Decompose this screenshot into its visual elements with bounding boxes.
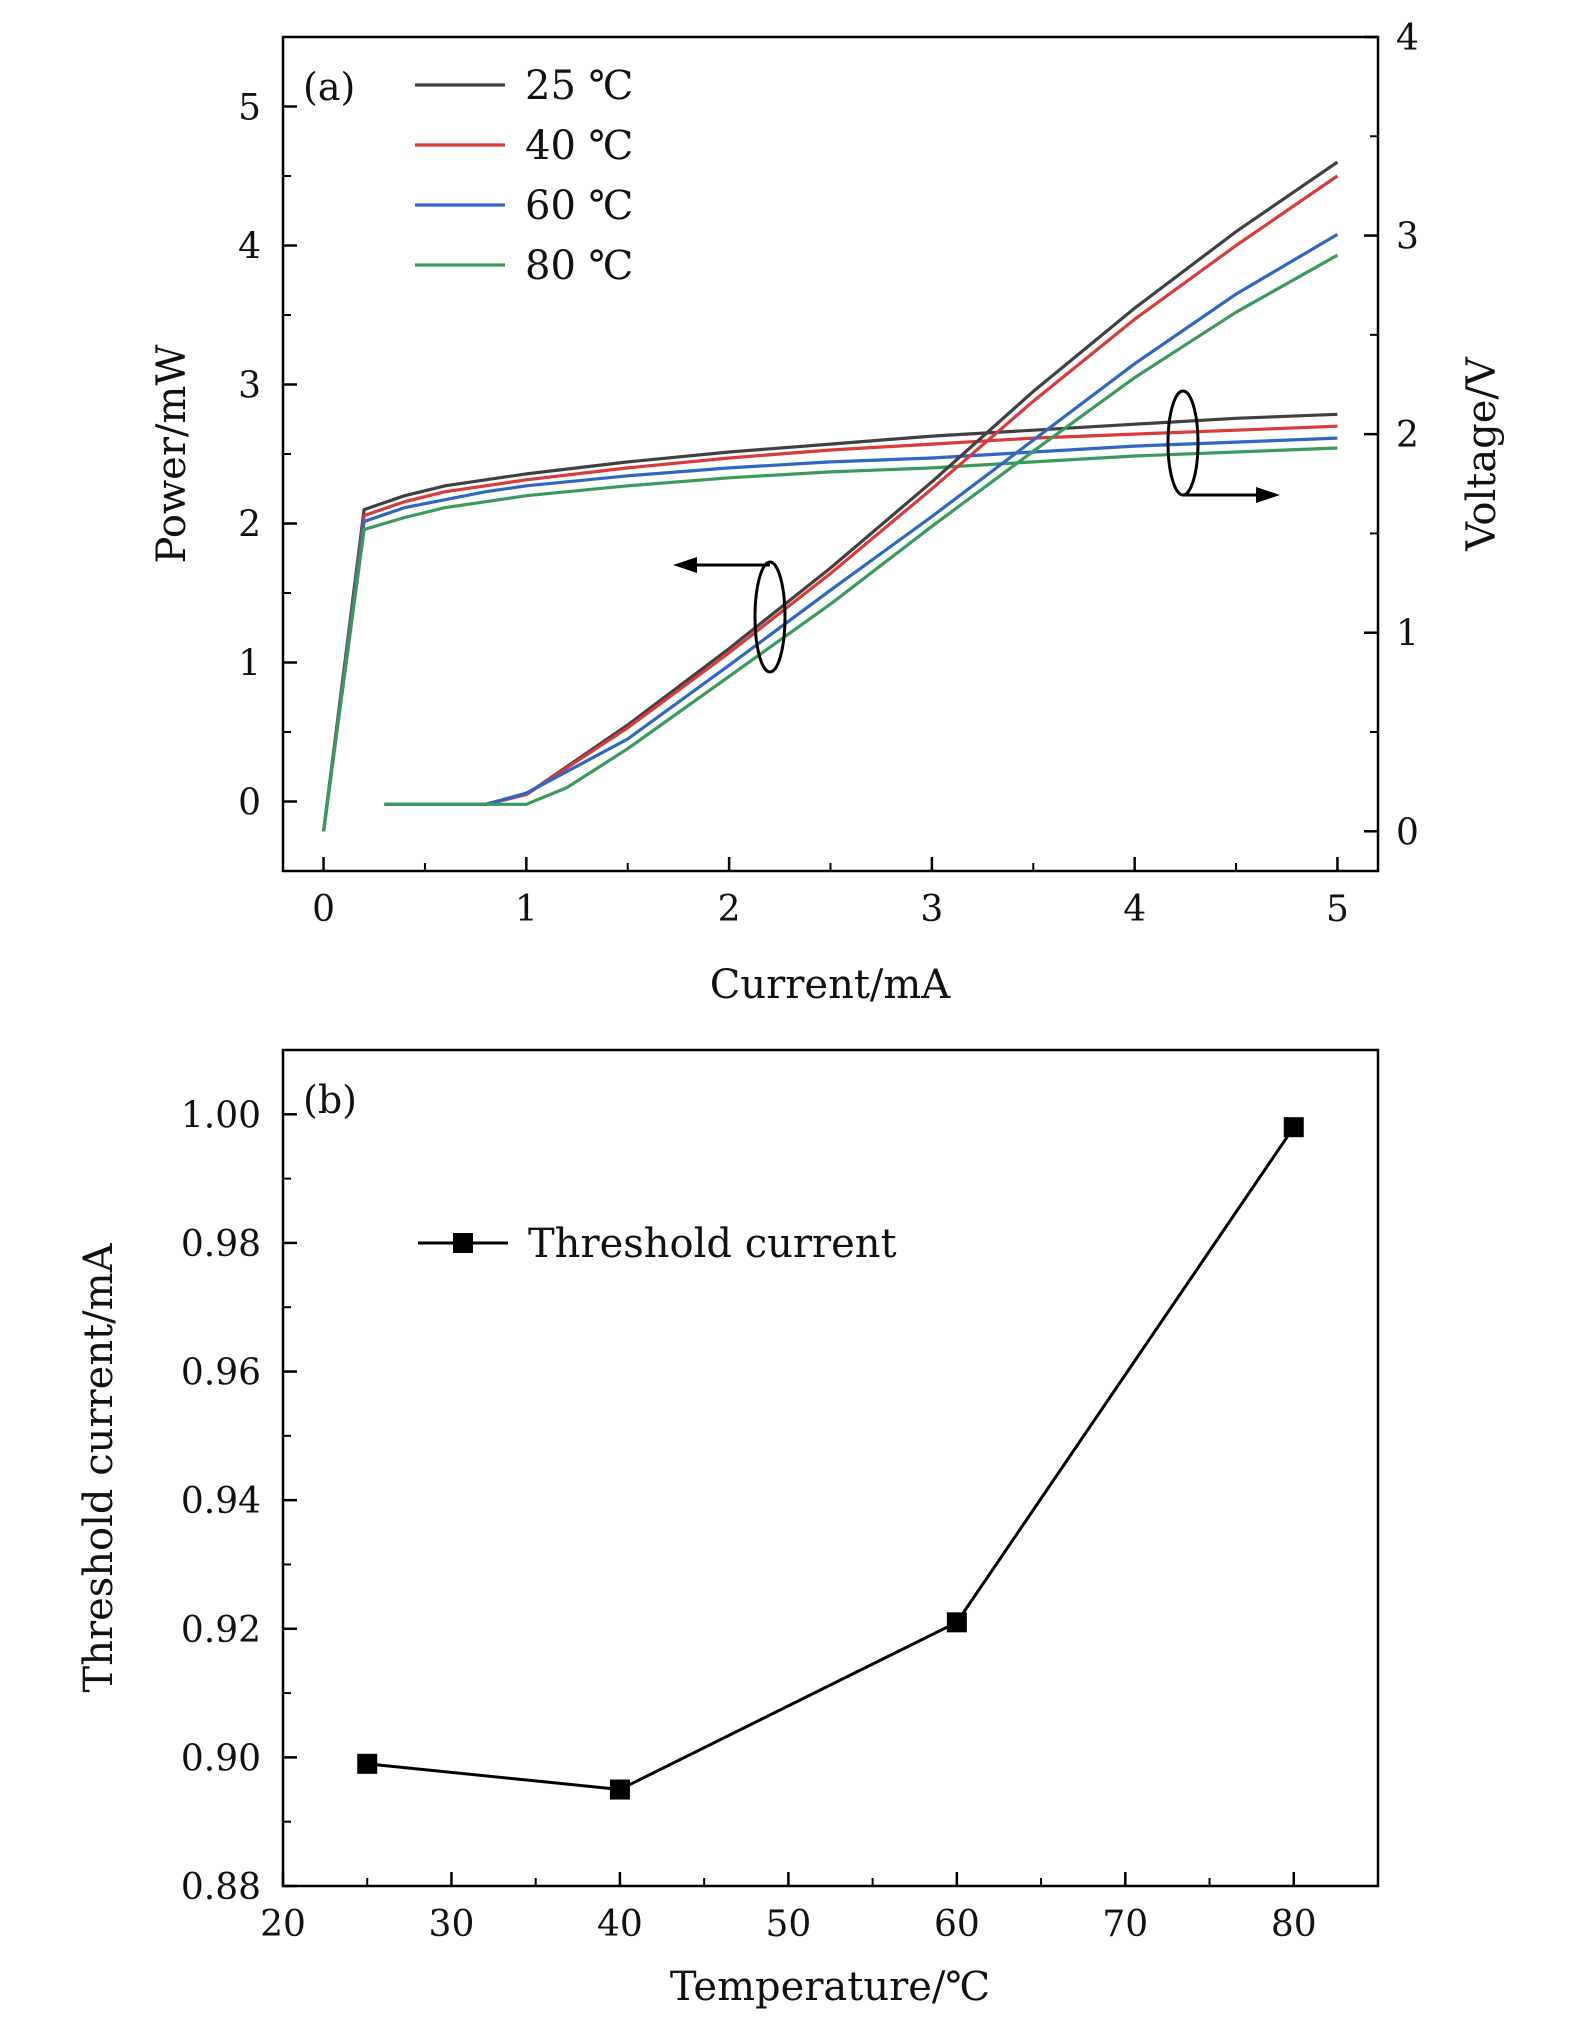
threshold-point bbox=[1283, 1117, 1304, 1138]
y-right-tick-label-a: 4 bbox=[1396, 18, 1419, 59]
voltage-axis-arrowhead bbox=[1256, 487, 1280, 503]
x-tick-label-b: 70 bbox=[1102, 1904, 1148, 1945]
y-tick-label-a: 4 bbox=[238, 227, 261, 268]
panel-a: (a) Current/mA Power/mW Voltage/V 0 1 2 3 4 5… bbox=[149, 18, 1505, 1008]
power-line bbox=[384, 233, 1339, 806]
legend-a: 25 ℃ 40 ℃ 60 ℃ 80 ℃ bbox=[415, 63, 633, 289]
x-tick-label-b: 40 bbox=[597, 1904, 643, 1945]
threshold-line bbox=[367, 1126, 1296, 1792]
power-line bbox=[384, 253, 1339, 806]
legend-b: Threshold current bbox=[418, 1221, 897, 1267]
y-axis-label-b: Threshold current/mA bbox=[76, 1242, 122, 1692]
plot-frame-b bbox=[281, 1048, 1380, 1888]
legend-marker-b bbox=[453, 1233, 473, 1253]
x-tick-label-a: 3 bbox=[920, 889, 943, 930]
x-tick-label-b: 50 bbox=[765, 1904, 811, 1945]
tick-group-b: 20 30 40 50 60 70 80 0.88 0.90 0.92 0.94 0.96 0.98 1.… bbox=[181, 1095, 1317, 1945]
x-tick-label-b: 20 bbox=[260, 1904, 306, 1945]
y-tick-label-a: 1 bbox=[238, 644, 261, 685]
x-axis-label-b: Temperature/℃ bbox=[670, 1964, 990, 2010]
panel-label-a: (a) bbox=[303, 65, 355, 109]
y-tick-label-b: 0.94 bbox=[181, 1481, 261, 1522]
voltage-line bbox=[322, 412, 1338, 832]
y-right-tick-label-a: 0 bbox=[1396, 812, 1419, 853]
threshold-point bbox=[946, 1612, 967, 1633]
y-tick-label-b: 1.00 bbox=[181, 1095, 261, 1136]
legend-label-a: 80 ℃ bbox=[525, 243, 633, 289]
y-tick-label-a: 2 bbox=[238, 505, 261, 546]
panel-label-b: (b) bbox=[303, 1078, 357, 1122]
y-right-tick-label-a: 3 bbox=[1396, 217, 1419, 258]
voltage-line bbox=[322, 424, 1338, 832]
tick-group-a: 0 1 2 3 4 5 0 1 2 3 4 5 0 1 2 3 4 bbox=[238, 18, 1419, 930]
y-tick-label-b: 0.88 bbox=[181, 1867, 261, 1908]
y-tick-label-a: 5 bbox=[238, 88, 261, 129]
threshold-point bbox=[357, 1753, 378, 1774]
x-axis-label-a: Current/mA bbox=[710, 962, 952, 1008]
power-axis-arrowhead bbox=[673, 557, 697, 573]
y-tick-label-b: 0.92 bbox=[181, 1610, 261, 1651]
voltage-line bbox=[322, 436, 1338, 832]
legend-label-a: 40 ℃ bbox=[525, 123, 633, 169]
x-tick-label-a: 0 bbox=[312, 889, 335, 930]
y-right-tick-label-a: 1 bbox=[1396, 614, 1419, 655]
threshold-point bbox=[609, 1779, 630, 1800]
y-right-tick-label-a: 2 bbox=[1396, 415, 1419, 456]
legend-label-b: Threshold current bbox=[528, 1221, 897, 1267]
y-tick-label-b: 0.96 bbox=[181, 1353, 261, 1394]
y-tick-label-a: 0 bbox=[238, 783, 261, 824]
power-curve-ellipse bbox=[753, 560, 787, 674]
panel-b: (b) Temperature/℃ Threshold current/mA 2… bbox=[76, 1048, 1380, 2010]
y-right-axis-label-a: Voltage/V bbox=[1459, 356, 1505, 552]
annotation-group-a bbox=[673, 389, 1280, 674]
y-tick-label-b: 0.98 bbox=[181, 1224, 261, 1265]
x-tick-label-a: 1 bbox=[515, 889, 538, 930]
x-tick-label-a: 5 bbox=[1326, 889, 1349, 930]
x-tick-label-b: 30 bbox=[429, 1904, 475, 1945]
y-tick-label-b: 0.90 bbox=[181, 1738, 261, 1779]
curve-group-b bbox=[357, 1117, 1304, 1800]
x-tick-label-a: 4 bbox=[1123, 889, 1146, 930]
legend-label-a: 25 ℃ bbox=[525, 63, 633, 109]
legend-label-a: 60 ℃ bbox=[525, 183, 633, 229]
x-tick-label-b: 80 bbox=[1271, 1904, 1317, 1945]
y-axis-label-a: Power/mW bbox=[149, 345, 195, 564]
x-tick-label-a: 2 bbox=[718, 889, 741, 930]
curve-group-a bbox=[322, 160, 1339, 832]
y-tick-label-a: 3 bbox=[238, 366, 261, 407]
voltage-line bbox=[322, 446, 1338, 832]
x-tick-label-b: 60 bbox=[934, 1904, 980, 1945]
